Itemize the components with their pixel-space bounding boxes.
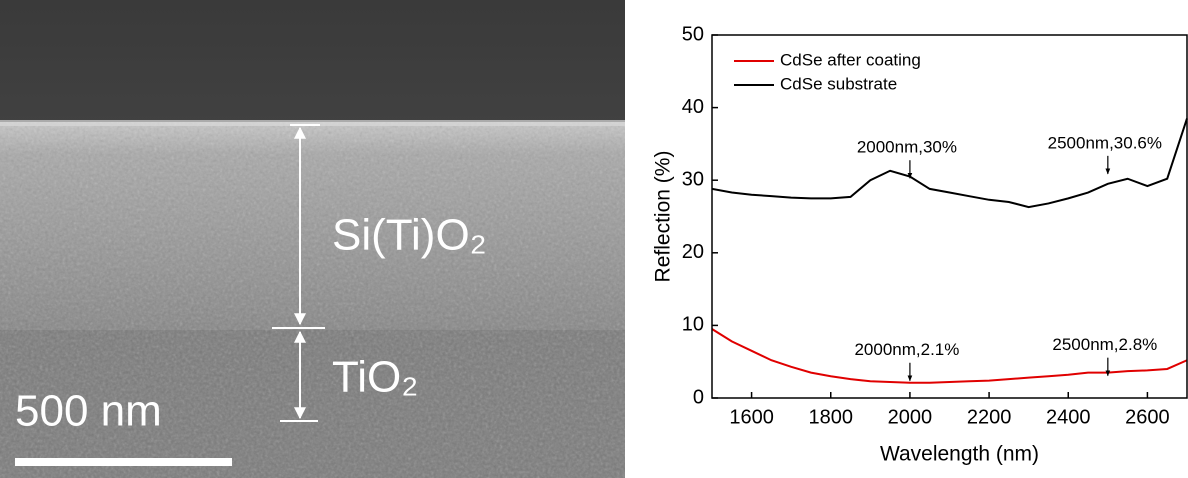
figure: Si(Ti)O₂ TiO₂ 500 nm 1600 1800 2000 2200 240… — [0, 0, 1188, 478]
legend-label: CdSe after coating — [780, 50, 921, 69]
x-axis-label: Wavelength (nm) — [880, 443, 1039, 466]
layer-label: Si(Ti)O₂ — [332, 211, 487, 260]
x-tick-label: 1800 — [809, 406, 854, 428]
x-tick-label: 2400 — [1046, 406, 1091, 428]
data-line — [712, 118, 1187, 207]
scale-bar-label: 500 nm — [15, 387, 162, 436]
legend-label: CdSe substrate — [780, 74, 897, 93]
y-tick-label: 30 — [682, 168, 704, 190]
layer-label: TiO₂ — [332, 353, 418, 402]
annotation: 2000nm,30% — [857, 138, 957, 157]
y-tick-label: 40 — [682, 96, 704, 118]
annotation: 2500nm,30.6% — [1048, 133, 1162, 152]
x-tick-label: 1600 — [729, 406, 774, 428]
y-tick-label: 20 — [682, 241, 704, 263]
x-tick-label: 2000 — [888, 406, 933, 428]
annotation: 2000nm,2.1% — [854, 340, 959, 359]
annotation: 2500nm,2.8% — [1052, 335, 1157, 354]
y-axis-label: Reflection (%) — [652, 151, 675, 283]
y-tick-label: 0 — [693, 386, 704, 408]
sem-image: Si(Ti)O₂ TiO₂ 500 nm — [0, 0, 625, 478]
y-tick-label: 10 — [682, 314, 704, 336]
x-tick-label: 2200 — [967, 406, 1012, 428]
y-tick-label: 50 — [682, 23, 704, 45]
x-tick-label: 2600 — [1125, 406, 1170, 428]
